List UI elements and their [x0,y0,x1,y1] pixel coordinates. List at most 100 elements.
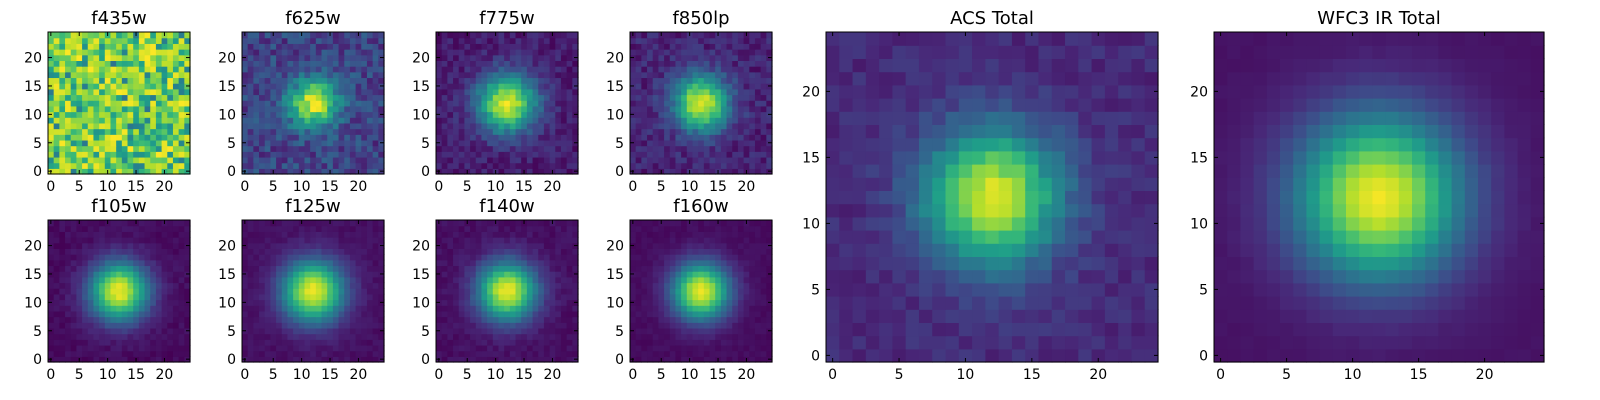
heatmap-cell [59,117,66,124]
heatmap-cell [538,168,545,175]
heatmap-cell [172,242,180,249]
heatmap-cell [349,105,357,113]
heatmap-cell [766,49,773,56]
heatmap-cell [247,128,254,135]
heatmap-cell [441,37,448,44]
heatmap-cell [144,168,151,175]
heatmap-cell [715,271,722,278]
heatmap-cell [441,54,448,61]
heatmap-cell [355,77,362,84]
heatmap-cell [732,54,739,61]
heatmap-cell [287,259,294,267]
heatmap-cell [543,122,551,130]
heatmap-cell [127,139,134,147]
heatmap-cell [321,77,328,84]
heatmap-cell [127,242,134,249]
heatmap-cell [481,94,488,101]
heatmap-cell [378,322,385,329]
heatmap-cell [470,49,477,56]
heatmap-cell [65,231,72,238]
heatmap-cell [749,105,756,113]
heatmap-cell [276,83,283,90]
heatmap-cell [287,305,294,312]
heatmap-cell [155,299,163,306]
heatmap-cell [76,276,83,284]
heatmap-cell [161,225,168,232]
heatmap-cell [560,282,568,289]
heatmap-cell [715,276,722,284]
heatmap-cell [82,254,89,261]
heatmap-cell [743,276,750,284]
heatmap-cell [521,37,528,44]
heatmap-cell [572,156,579,164]
heatmap-cell [692,333,699,340]
heatmap-cell [515,282,522,289]
heatmap-cell [327,299,334,306]
heatmap-cell [121,32,129,39]
heatmap-cell [703,37,711,44]
heatmap-cell [310,66,317,73]
heatmap-cell [458,322,465,329]
heatmap-cell [242,305,249,312]
heatmap-cell [172,151,180,158]
heatmap-cell [270,145,277,152]
heatmap-cell [538,220,545,227]
heatmap-cell [543,265,551,272]
heatmap-cell [338,350,345,357]
heatmap-cell [104,237,112,244]
heatmap-cell [281,83,289,90]
heatmap-cell [526,134,534,141]
heatmap-cell [247,43,254,50]
heatmap-cell [293,139,300,147]
heatmap-cell [664,94,671,101]
heatmap-cell [509,156,517,164]
heatmap-cell [315,231,323,238]
heatmap-cell [332,49,340,56]
heatmap-cell [509,225,517,232]
heatmap-cell [709,339,716,346]
heatmap-cell [332,248,340,255]
heatmap-cell [543,134,551,141]
heatmap-cell [543,322,551,329]
heatmap-cell [104,49,112,56]
heatmap-cell [664,156,671,164]
heatmap-cell [543,117,551,124]
heatmap-cell [116,43,123,50]
heatmap-cell [270,134,277,141]
heatmap-cell [498,54,505,61]
heatmap-cell [361,94,368,101]
heatmap-cell [458,344,465,352]
heatmap-cell [737,282,745,289]
heatmap-cell [287,265,294,272]
heatmap-cell [749,54,756,61]
heatmap-cell [287,139,294,147]
heatmap-cell [99,43,106,50]
heatmap-cell [549,43,556,50]
heatmap-cell [715,145,722,152]
heatmap-cell [253,66,260,73]
heatmap-cell [698,122,705,130]
heatmap-cell [532,128,539,135]
heatmap-cell [453,276,460,284]
heatmap-cell [327,316,334,323]
heatmap-cell [242,128,249,135]
heatmap-cell [281,43,289,50]
heatmap-cell [737,43,745,50]
heatmap-cell [543,327,551,335]
heatmap-cell [264,282,271,289]
heatmap-cell [133,225,140,232]
heatmap-cell [178,356,185,363]
heatmap-cell [133,282,140,289]
heatmap-cell [475,327,483,335]
heatmap-cell [321,162,328,169]
heatmap-cell [635,271,642,278]
heatmap-cell [698,128,705,135]
heatmap-cell [447,139,454,147]
heatmap-cell [555,162,562,169]
heatmap-cell [720,305,728,312]
heatmap-cell [504,316,511,323]
heatmap-cell [293,111,300,118]
heatmap-cell [344,237,351,244]
heatmap-cell [521,293,528,301]
heatmap-cell [436,305,443,312]
